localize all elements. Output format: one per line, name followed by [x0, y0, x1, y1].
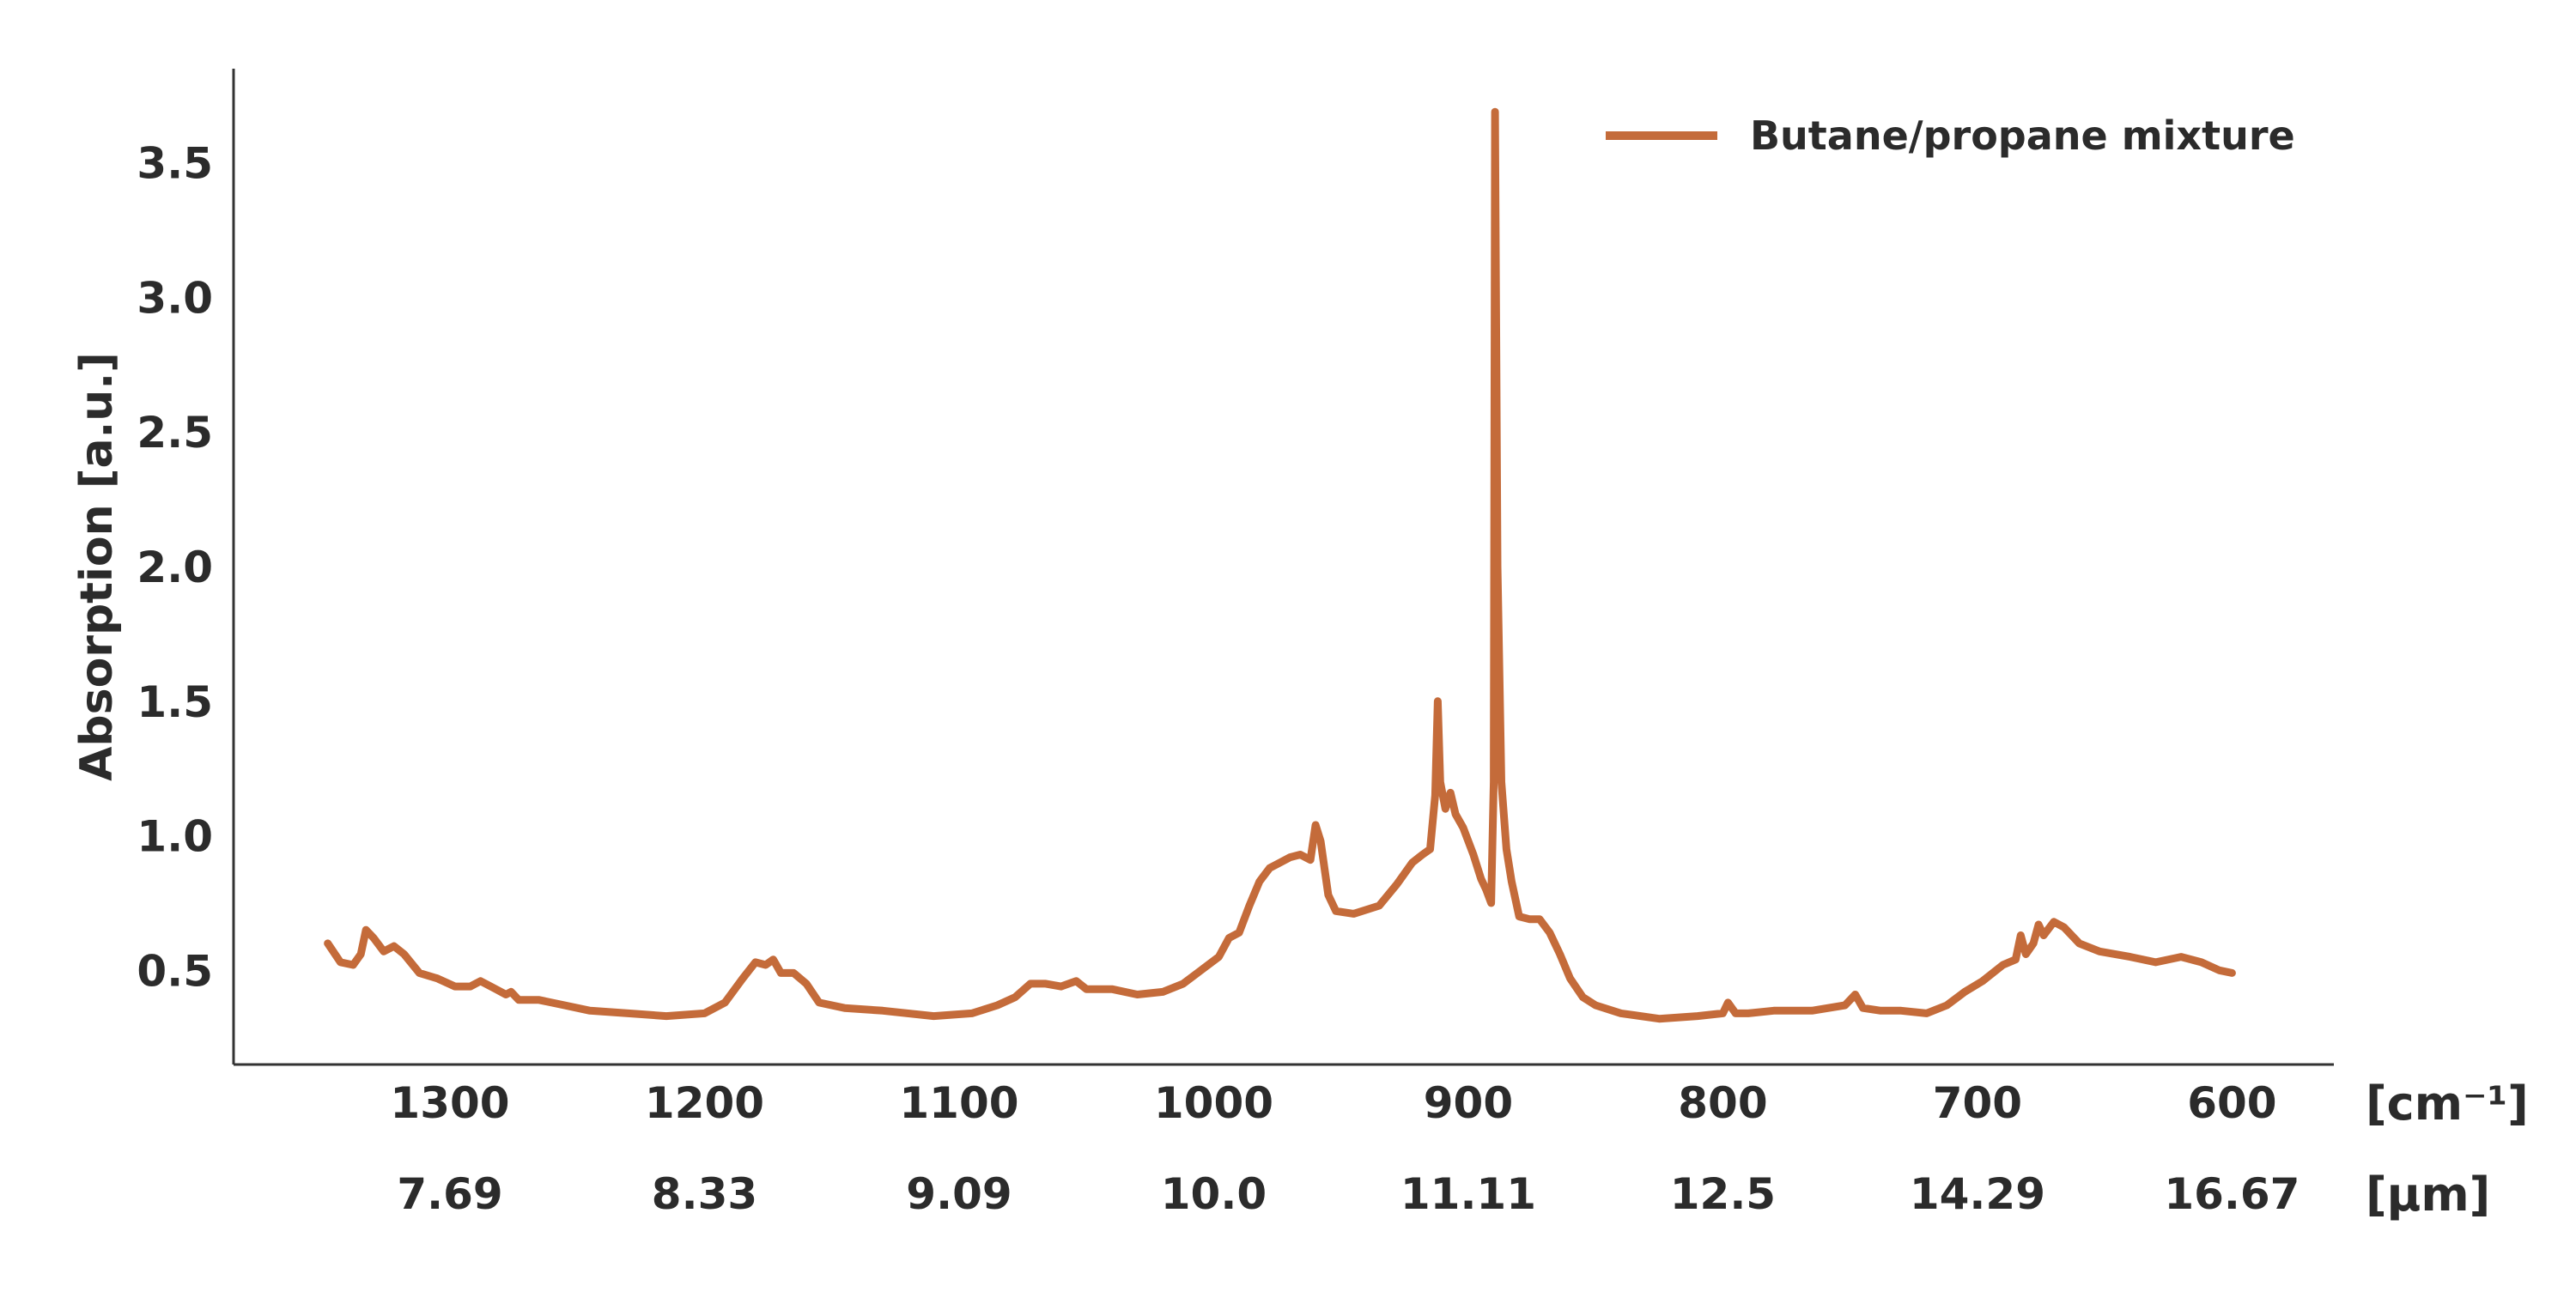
x2-tick-label: 10.0: [1161, 1169, 1267, 1219]
x-tick-label: 700: [1933, 1078, 2022, 1128]
x2-tick-label: 16.67: [2164, 1169, 2300, 1219]
x-tick-label: 1000: [1154, 1078, 1273, 1128]
x-tick-label: 1100: [899, 1078, 1018, 1128]
y-tick-label: 1.0: [137, 812, 213, 862]
x-tick-label: 800: [1678, 1078, 1767, 1128]
x2-tick-label: 9.09: [906, 1169, 1012, 1219]
legend-label: Butane/propane mixture: [1750, 112, 2295, 159]
x2-tick-label: 12.5: [1670, 1169, 1776, 1219]
y-tick-label: 3.0: [137, 273, 213, 323]
x2-tick-label: 11.11: [1400, 1169, 1536, 1219]
y-tick-label: 2.0: [137, 543, 213, 592]
y-axis-title: Absorption [a.u.]: [71, 352, 123, 781]
x-tick-label: 1200: [645, 1078, 764, 1128]
axes: [232, 69, 2334, 1066]
x-tick-label: 900: [1424, 1078, 1513, 1128]
y-tick-label: 3.5: [137, 139, 213, 189]
x2-tick-label: 8.33: [652, 1169, 757, 1219]
x2-tick-label: 14.29: [1910, 1169, 2045, 1219]
y-tick-label: 2.5: [137, 408, 213, 458]
series-lines: [324, 107, 2236, 1023]
y-tick-label: 1.5: [137, 677, 213, 727]
y-tick-label: 0.5: [137, 946, 213, 996]
x2-axis-unit-label: [μm]: [2366, 1168, 2490, 1222]
x2-tick-label: 7.69: [397, 1169, 502, 1219]
tick-labels: 1300 7.69 1200 8.33 1100 9.09 1000 10.0 900 11.11…: [137, 139, 2300, 1219]
x-tick-label: 600: [2187, 1078, 2276, 1128]
x-tick-label: 1300: [390, 1078, 509, 1128]
x-axis-unit-label: [cm⁻¹]: [2366, 1077, 2529, 1131]
series-line: [324, 107, 2236, 1023]
legend: Butane/propane mixture: [1606, 112, 2295, 159]
